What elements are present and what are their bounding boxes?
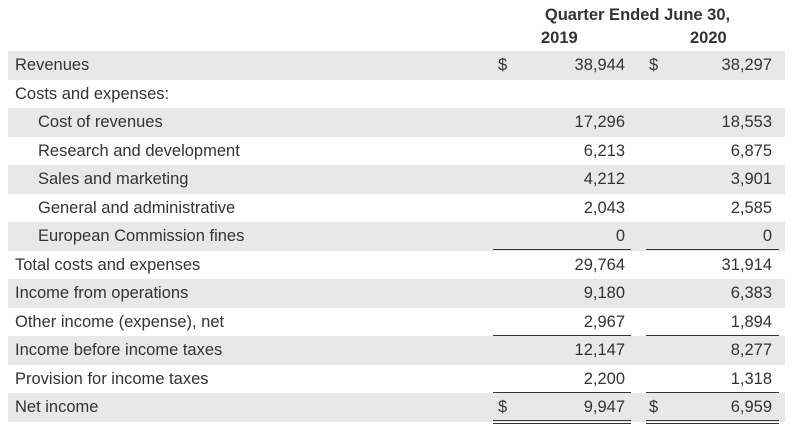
value-2019: 12,147 [574,341,625,359]
value-2019: 2,043 [583,198,625,217]
value-2020: 6,383 [730,284,772,302]
total-double-rule [646,420,779,424]
value-2019: 4,212 [583,170,625,188]
value-2020: 8,277 [730,341,772,359]
table-row-sales-marketing: Sales and marketing 4,212 3,901 [8,165,785,194]
column-header-year-1: 2019 [541,29,578,47]
value-2020: 1,318 [730,369,772,388]
row-label: Net income [15,398,99,416]
value-2019: 38,944 [574,56,625,74]
total-double-rule [493,420,631,424]
row-label: Sales and marketing [38,170,189,188]
table-row-revenues: Revenues $ 38,944 $ 38,297 [8,51,785,80]
value-2020: 31,914 [721,255,772,274]
value-2020: 18,553 [721,113,772,131]
row-label: Total costs and expenses [15,255,201,274]
value-2019: 2,967 [583,312,625,331]
column-group-header: Quarter Ended June 30, [544,6,731,24]
currency-symbol: $ [649,56,659,74]
table-row-cost-of-revenues: Cost of revenues 17,296 18,553 [8,108,785,137]
value-2019: 9,947 [583,398,625,416]
table-row-general-administrative: General and administrative 2,043 2,585 [8,194,785,223]
row-label: Income before income taxes [15,341,223,359]
row-label: Cost of revenues [38,113,163,131]
table-row-research-development: Research and development 6,213 6,875 [8,137,785,166]
value-2020: 1,894 [730,312,772,331]
row-label: Provision for income taxes [15,369,209,388]
value-2019: 17,296 [574,113,625,131]
row-label: Income from operations [15,284,189,302]
income-statement-table: Revenues $ 38,944 $ 38,297 Costs and exp… [8,51,785,424]
table-row-other-income: Other income (expense), net 2,967 1,894 [8,308,785,337]
table-row-income-before-taxes: Income before income taxes 12,147 8,277 [8,336,785,365]
table-row-total-costs: Total costs and expenses 29,764 31,914 [8,251,785,280]
column-header-year-2: 2020 [690,29,727,47]
value-2020: 38,297 [721,56,772,74]
value-2020: 2,585 [730,198,772,217]
table-row-ec-fines: European Commission fines 0 0 [8,222,785,251]
table-row-income-from-operations: Income from operations 9,180 6,383 [8,279,785,308]
currency-symbol: $ [498,398,508,416]
row-label: Costs and expenses: [15,84,170,103]
row-label: Research and development [38,141,240,160]
subtotal-rule [493,334,631,336]
value-2020: 3,901 [730,170,772,188]
value-2020: 6,875 [730,141,772,160]
currency-symbol: $ [649,398,659,416]
value-2020: 0 [762,227,772,245]
subtotal-rule [493,249,631,250]
value-2020: 6,959 [730,398,772,416]
subtotal-rule [493,391,631,393]
value-2019: 29,764 [574,255,625,274]
subtotal-rule [646,334,779,336]
value-2019: 6,213 [583,141,625,160]
subtotal-rule [646,249,779,250]
row-label: Revenues [15,56,90,74]
value-2019: 2,200 [583,369,625,388]
currency-symbol: $ [498,56,508,74]
row-label: General and administrative [38,198,236,217]
row-label: Other income (expense), net [15,312,225,331]
subtotal-rule [646,391,779,393]
row-label: European Commission fines [38,227,245,245]
table-row-provision-taxes: Provision for income taxes 2,200 1,318 [8,365,785,394]
table-row-costs-header: Costs and expenses: [8,80,785,109]
table-row-net-income: Net income $ 9,947 $ 6,959 [8,393,785,424]
value-2019: 9,180 [583,284,625,302]
value-2019: 0 [615,227,625,245]
